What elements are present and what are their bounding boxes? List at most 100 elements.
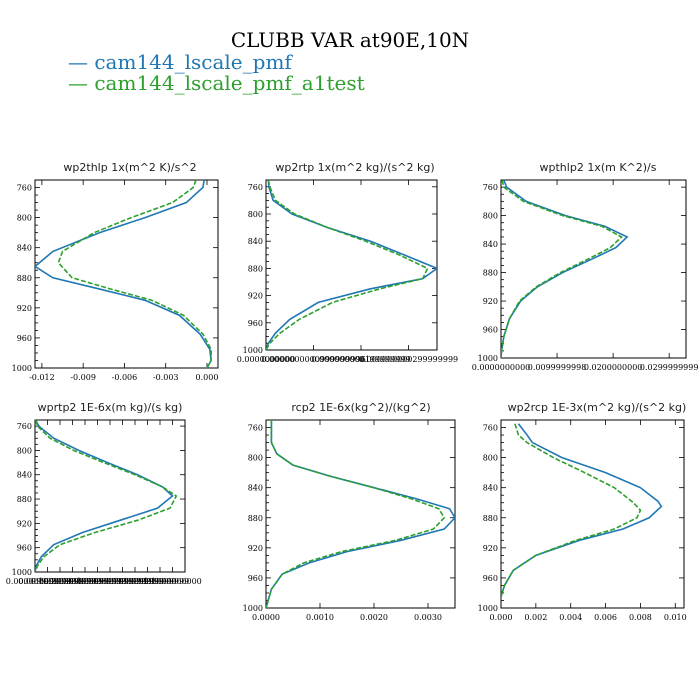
y-tick-label: 840 <box>248 484 263 493</box>
x-tick-label: 0.0030 <box>414 613 442 622</box>
y-tick-label: 960 <box>483 326 498 335</box>
x-tick-label: 0.6999999999 <box>93 577 152 586</box>
y-tick-label: 1000 <box>478 354 498 363</box>
x-tick-label: 0.0099999998 <box>528 363 587 372</box>
series-line-2 <box>266 420 446 608</box>
x-tick-label: 0.0000 <box>252 613 280 622</box>
x-tick-label: -0.009 <box>70 373 96 382</box>
x-tick-label: 1.1000000000 <box>143 577 202 586</box>
y-tick-label: 840 <box>483 240 498 249</box>
y-tick-label: 960 <box>17 544 32 553</box>
y-tick-label: 760 <box>17 422 32 431</box>
y-tick-label: 880 <box>17 274 32 283</box>
series-line-1 <box>501 180 629 358</box>
y-tick-label: 880 <box>483 514 498 523</box>
panel-title: wprtp2 1E-6x(m kg)/(s kg) <box>38 401 183 414</box>
panel-title: wpthlp2 1x(m K^2)/s <box>540 161 657 174</box>
y-tick-label: 920 <box>248 544 263 553</box>
y-tick-label: 960 <box>248 319 263 328</box>
plot-frame <box>265 419 456 609</box>
x-tick-label: 0.002 <box>524 613 547 622</box>
x-tick-label: 0.008 <box>629 613 652 622</box>
x-tick-label: 0.000 <box>196 373 219 382</box>
plot-frame <box>265 179 438 351</box>
panel-title: wp2rcp 1E-3x(m^2 kg)/(s^2 kg) <box>508 401 687 414</box>
x-tick-label: 0.0020 <box>360 613 388 622</box>
y-tick-label: 840 <box>483 484 498 493</box>
y-tick-label: 800 <box>17 446 32 455</box>
x-tick-label: 0.010 <box>664 613 687 622</box>
x-tick-label: 0.0010 <box>306 613 334 622</box>
y-tick-label: 840 <box>17 244 32 253</box>
y-tick-label: 800 <box>248 210 263 219</box>
x-tick-label: 0.000000000299999999 <box>359 355 458 364</box>
panel-5: rcp2 1E-6x(kg^2)/(kg^2) 760 800 840 880 920 96… <box>243 401 456 622</box>
x-tick-label: 0.9999999999 <box>131 577 190 586</box>
series-line-2 <box>501 423 642 597</box>
x-tick-label: 0.0000000000999999996 <box>261 355 365 364</box>
y-tick-label: 1000 <box>12 364 32 373</box>
panel-title: wp2rtp 1x(m^2 kg)/(s^2 kg) <box>275 161 434 174</box>
x-tick-label: -0.006 <box>112 373 138 382</box>
panel-4: wprtp2 1E-6x(m kg)/(s kg) 760 800 840 880 920… <box>6 401 202 586</box>
series-line-1 <box>35 180 212 368</box>
legend-entry-2: — cam144_lscale_pmf_a1test <box>68 71 365 95</box>
y-tick-label: 880 <box>17 495 32 504</box>
panel-6: wp2rcp 1E-3x(m^2 kg)/(s^2 kg) 760 800 840 88… <box>478 401 687 622</box>
y-tick-label: 840 <box>248 237 263 246</box>
y-tick-label: 1000 <box>12 568 32 577</box>
x-tick-label: 0.0299999999 <box>640 363 699 372</box>
y-tick-label: 920 <box>17 304 32 313</box>
y-tick-label: 880 <box>483 269 498 278</box>
series-line-1 <box>266 180 437 350</box>
y-tick-label: 880 <box>248 264 263 273</box>
x-tick-label: 0.006 <box>594 613 617 622</box>
series-line-1 <box>501 423 663 597</box>
x-tick-label: 0.004 <box>559 613 582 622</box>
y-tick-label: 760 <box>483 183 498 192</box>
plot-frame <box>500 419 685 609</box>
panel-2: wp2rtp 1x(m^2 kg)/(s^2 kg) 760 800 840 880 92… <box>237 161 458 364</box>
legend: — cam144_lscale_pmf — cam144_lscale_pmf_… <box>68 50 365 95</box>
y-tick-label: 760 <box>248 424 263 433</box>
panel-title: rcp2 1E-6x(kg^2)/(kg^2) <box>291 401 430 414</box>
y-tick-label: 960 <box>483 574 498 583</box>
panels-group: wp2thlp 1x(m^2 K)/s^2 760 800 840 880 920 960 1… <box>6 161 699 622</box>
plot-frame <box>500 179 687 359</box>
x-tick-label: 0.7999999999 <box>106 577 165 586</box>
series-line-1 <box>35 420 174 572</box>
x-tick-label: 0.000 <box>490 613 513 622</box>
plot-frame <box>34 179 219 369</box>
x-tick-label: 0.0000000000 <box>237 355 296 364</box>
x-tick-label: 0.0000000000 <box>472 363 531 372</box>
y-tick-label: 1000 <box>478 604 498 613</box>
panel-3: wpthlp2 1x(m K^2)/s 760 800 840 880 920 960 100… <box>472 161 699 372</box>
legend-entry-1: — cam144_lscale_pmf <box>68 50 293 74</box>
x-tick-label: 0.0000000000 <box>6 577 65 586</box>
series-line-2 <box>266 180 429 350</box>
panel-title: wp2thlp 1x(m^2 K)/s^2 <box>63 161 196 174</box>
y-tick-label: 920 <box>483 297 498 306</box>
y-tick-label: 1000 <box>243 346 263 355</box>
y-tick-label: 960 <box>17 334 32 343</box>
series-line-2 <box>57 180 212 368</box>
x-tick-label: 0.5999999999 <box>81 577 140 586</box>
y-tick-label: 800 <box>17 214 32 223</box>
series-line-1 <box>266 420 455 608</box>
series-line-2 <box>35 420 178 572</box>
y-tick-label: 920 <box>17 519 32 528</box>
y-tick-label: 760 <box>248 183 263 192</box>
x-tick-label: 0.0200000000 <box>584 363 643 372</box>
series-line-2 <box>501 180 623 358</box>
y-tick-label: 760 <box>17 184 32 193</box>
x-tick-label: -0.003 <box>153 373 179 382</box>
y-tick-label: 880 <box>248 514 263 523</box>
y-tick-label: 840 <box>17 471 32 480</box>
x-tick-label: 0.8999999999 <box>118 577 177 586</box>
y-tick-label: 920 <box>483 544 498 553</box>
y-tick-label: 1000 <box>243 604 263 613</box>
y-tick-label: 800 <box>483 454 498 463</box>
figure-title: CLUBB VAR at90E,10N <box>231 28 469 52</box>
x-tick-label: 0.000000000199999999 <box>311 355 410 364</box>
x-tick-label: 0.0999999999 <box>18 577 77 586</box>
